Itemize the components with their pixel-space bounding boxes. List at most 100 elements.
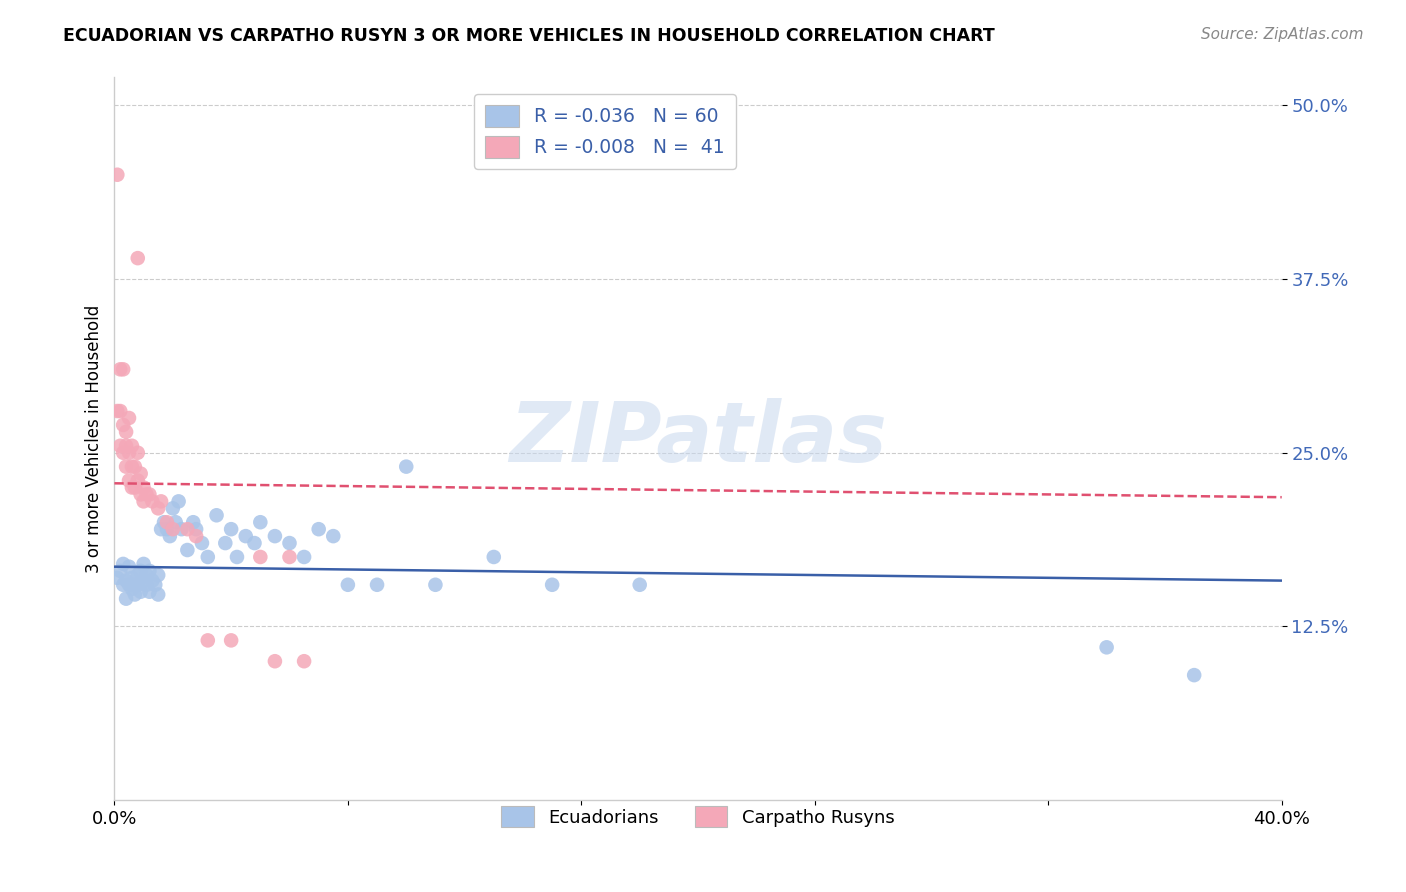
Point [482,549,505,564]
Point [138,564,160,578]
Point [322,529,344,543]
Point [264,654,287,668]
Point [181,515,204,529]
Point [132,494,155,508]
Point [191,536,214,550]
Point [541,578,564,592]
Point [112,362,135,376]
Point [135,568,157,582]
Text: ZIPatlas: ZIPatlas [509,399,887,479]
Point [118,559,141,574]
Point [264,529,287,543]
Point [121,582,143,596]
Text: Source: ZipAtlas.com: Source: ZipAtlas.com [1201,27,1364,42]
Point [249,549,271,564]
Point [292,549,315,564]
Point [115,574,138,588]
Point [148,568,170,582]
Point [129,487,152,501]
Point [141,574,163,588]
Point [132,480,155,494]
Point [148,587,170,601]
Point [1182,668,1205,682]
Text: ECUADORIAN VS CARPATHO RUSYN 3 OR MORE VEHICLES IN HOUSEHOLD CORRELATION CHART: ECUADORIAN VS CARPATHO RUSYN 3 OR MORE V… [63,27,995,45]
Point [121,571,143,585]
Point [105,571,128,585]
Point [121,480,143,494]
Point [118,411,141,425]
Point [135,487,157,501]
Point [184,522,207,536]
Point [115,591,138,606]
Point [176,522,198,536]
Point [308,522,330,536]
Point [124,578,146,592]
Point [118,446,141,460]
Point [115,425,138,439]
Point [167,494,190,508]
Point [162,501,184,516]
Point [135,578,157,592]
Point [138,487,160,501]
Point [214,536,236,550]
Point [127,578,149,592]
Point [292,654,315,668]
Point [110,439,132,453]
Point [425,578,447,592]
Point [121,439,143,453]
Point [235,529,257,543]
Point [105,168,128,182]
Point [150,494,173,508]
Point [115,459,138,474]
Point [156,515,179,529]
Point [148,501,170,516]
Point [124,459,146,474]
Point [197,633,219,648]
Point [112,417,135,432]
Point [366,578,388,592]
Point [184,529,207,543]
Point [219,522,242,536]
Legend: Ecuadorians, Carpatho Rusyns: Ecuadorians, Carpatho Rusyns [495,799,901,835]
Point [205,508,228,523]
Point [1095,640,1118,655]
Point [110,362,132,376]
Point [243,536,266,550]
Point [628,578,651,592]
Point [159,529,181,543]
Point [112,446,135,460]
Point [141,494,163,508]
Point [121,459,143,474]
Point [110,564,132,578]
Point [124,587,146,601]
Point [105,404,128,418]
Point [336,578,359,592]
Point [165,515,187,529]
Point [110,404,132,418]
Point [150,522,173,536]
Point [129,584,152,599]
Point [118,578,141,592]
Point [124,480,146,494]
Point [278,549,301,564]
Y-axis label: 3 or more Vehicles in Household: 3 or more Vehicles in Household [86,305,103,573]
Point [143,578,166,592]
Point [176,543,198,558]
Point [112,557,135,571]
Point [162,522,184,536]
Point [118,474,141,488]
Point [132,574,155,588]
Point [115,439,138,453]
Point [127,446,149,460]
Point [129,467,152,481]
Point [132,557,155,571]
Point [112,578,135,592]
Point [197,549,219,564]
Point [138,584,160,599]
Point [170,522,193,536]
Point [249,515,271,529]
Point [127,474,149,488]
Point [219,633,242,648]
Point [129,564,152,578]
Point [395,459,418,474]
